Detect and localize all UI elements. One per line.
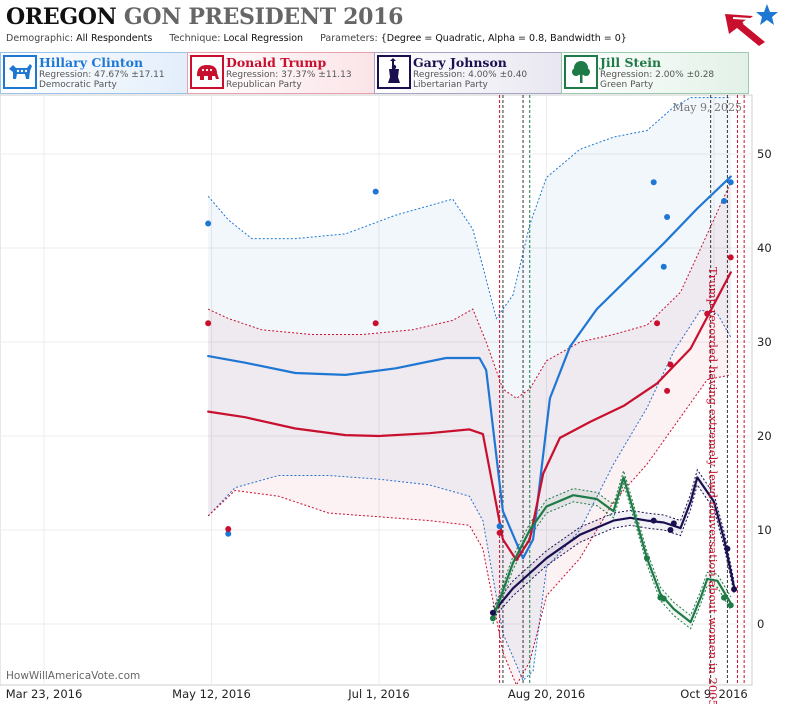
hillary-clinton-poll-point bbox=[205, 220, 212, 227]
elephant-icon bbox=[190, 55, 224, 89]
hillary-clinton-confidence-band bbox=[208, 97, 731, 681]
donald-trump-poll-point bbox=[496, 529, 503, 536]
candidate-name: Gary Johnson bbox=[413, 55, 507, 70]
hillary-clinton-regression-line bbox=[207, 175, 732, 560]
watermark: HowWillAmericaVote.com bbox=[6, 670, 140, 682]
technique-value: Local Regression bbox=[223, 33, 304, 44]
candidate-legend: Hillary Clinton Regression: 47.67% ±17.1… bbox=[0, 52, 789, 94]
hillary-clinton-upper-bound bbox=[207, 97, 731, 320]
date-label: May 9, 2025 bbox=[672, 101, 742, 114]
event-annotation: Trump recorded having extremely lewd con… bbox=[706, 267, 720, 704]
state-name: OREGON bbox=[6, 4, 117, 30]
donald-trump-poll-point bbox=[225, 526, 232, 533]
y-tick-label: 10 bbox=[757, 523, 772, 537]
poll-points bbox=[205, 179, 738, 622]
hillary-clinton-poll-point bbox=[664, 213, 671, 220]
x-axis: Mar 23, 2016 May 12, 2016 Jul 1, 2016 Aug 2… bbox=[6, 687, 748, 701]
candidate-party: Democratic Party bbox=[39, 80, 117, 90]
demographic-label: Demographic: bbox=[6, 33, 74, 44]
donald-trump-confidence-band bbox=[208, 182, 731, 684]
hillary-clinton-poll-point bbox=[721, 198, 728, 204]
donald-trump-lower-bound bbox=[207, 374, 731, 684]
legend-stein: Jill Stein Regression: 2.00% ±0.28 Green… bbox=[561, 52, 749, 94]
parameters-value: {Degree = Quadratic, Alpha = 0.8, Bandwi… bbox=[380, 33, 627, 44]
jill-stein-regression-line bbox=[491, 476, 732, 624]
jill-stein-poll-point bbox=[727, 602, 734, 609]
gary-johnson-poll-point bbox=[724, 545, 731, 552]
y-tick-label: 0 bbox=[757, 617, 764, 631]
page-title: OREGON GON PRESIDENT 2016 bbox=[6, 4, 403, 30]
legend-trump: Donald Trump Regression: 37.37% ±11.13 R… bbox=[187, 52, 375, 94]
gary-johnson-upper-bound bbox=[492, 468, 735, 608]
technique-label: Technique: bbox=[169, 33, 221, 44]
donald-trump-poll-point bbox=[727, 254, 734, 261]
legend-johnson: Gary Johnson Regression: 4.00% ±0.40 Lib… bbox=[374, 52, 562, 94]
candidate-regression: Regression: 37.37% ±11.13 bbox=[226, 70, 352, 80]
demographic-value: All Respondents bbox=[76, 33, 153, 44]
jill-stein-poll-point bbox=[660, 595, 667, 602]
legend-clinton: Hillary Clinton Regression: 47.67% ±17.1… bbox=[0, 52, 188, 94]
jill-stein-poll-point bbox=[644, 555, 650, 562]
gary-johnson-poll-point bbox=[650, 517, 657, 524]
candidate-name: Donald Trump bbox=[226, 55, 327, 70]
donald-trump-poll-point bbox=[205, 320, 212, 327]
header: OREGON GON PRESIDENT 2016 Demographic: A… bbox=[0, 0, 789, 52]
y-tick-label: 20 bbox=[757, 429, 772, 443]
candidate-regression: Regression: 2.00% ±0.28 bbox=[600, 70, 715, 80]
site-logo-icon bbox=[725, 4, 778, 46]
y-tick-label: 50 bbox=[757, 147, 772, 161]
confidence-bands bbox=[207, 97, 735, 684]
gary-johnson-poll-point bbox=[670, 520, 677, 527]
gary-johnson-poll-point bbox=[667, 527, 674, 533]
y-tick-label: 40 bbox=[757, 241, 772, 255]
x-tick-label: Aug 20, 2016 bbox=[508, 687, 585, 701]
donald-trump-poll-point bbox=[654, 320, 661, 327]
jill-stein-upper-bound bbox=[492, 469, 732, 617]
candidate-name: Jill Stein bbox=[600, 55, 662, 70]
x-tick-label: Jul 1, 2016 bbox=[347, 687, 409, 701]
gary-johnson-poll-point bbox=[489, 609, 496, 616]
hillary-clinton-poll-point bbox=[727, 179, 734, 186]
candidate-party: Libertarian Party bbox=[413, 80, 488, 90]
hillary-clinton-poll-point bbox=[372, 188, 379, 195]
hillary-clinton-poll-point bbox=[650, 179, 657, 186]
liberty-icon bbox=[377, 55, 411, 89]
donald-trump-regression-line bbox=[207, 271, 732, 562]
parameters-row: Demographic: All Respondents Technique: … bbox=[6, 33, 641, 44]
jill-stein-confidence-band bbox=[492, 470, 731, 629]
hillary-clinton-poll-point bbox=[225, 530, 232, 537]
hillary-clinton-lower-bound bbox=[207, 309, 732, 682]
race-name: GON PRESIDENT 2016 bbox=[123, 4, 404, 30]
candidate-regression: Regression: 47.67% ±17.11 bbox=[39, 70, 165, 80]
hillary-clinton-poll-point bbox=[660, 263, 667, 270]
x-tick-label: Mar 23, 2016 bbox=[6, 687, 83, 701]
candidate-party: Green Party bbox=[600, 80, 654, 90]
hillary-clinton-poll-point bbox=[496, 523, 503, 530]
donald-trump-poll-point bbox=[667, 361, 674, 368]
jill-stein-poll-point bbox=[721, 594, 728, 601]
donald-trump-poll-point bbox=[664, 387, 671, 394]
event-lines bbox=[499, 95, 745, 684]
gary-johnson-poll-point bbox=[731, 586, 738, 593]
y-tick-label: 30 bbox=[757, 335, 772, 349]
x-tick-label: May 12, 2016 bbox=[172, 687, 251, 701]
candidate-name: Hillary Clinton bbox=[39, 55, 144, 70]
donald-trump-poll-point bbox=[372, 320, 379, 327]
candidate-regression: Regression: 4.00% ±0.40 bbox=[413, 70, 528, 80]
parameters-label: Parameters: bbox=[320, 33, 378, 44]
jill-stein-poll-point bbox=[489, 615, 496, 622]
donald-trump-poll-point bbox=[704, 310, 711, 317]
donkey-icon bbox=[3, 55, 37, 89]
y-axis: 0 10 20 30 40 50 bbox=[757, 147, 772, 631]
x-tick-label: Oct 9, 2016 bbox=[680, 687, 747, 701]
tree-icon bbox=[564, 55, 598, 89]
candidate-party: Republican Party bbox=[226, 80, 302, 90]
